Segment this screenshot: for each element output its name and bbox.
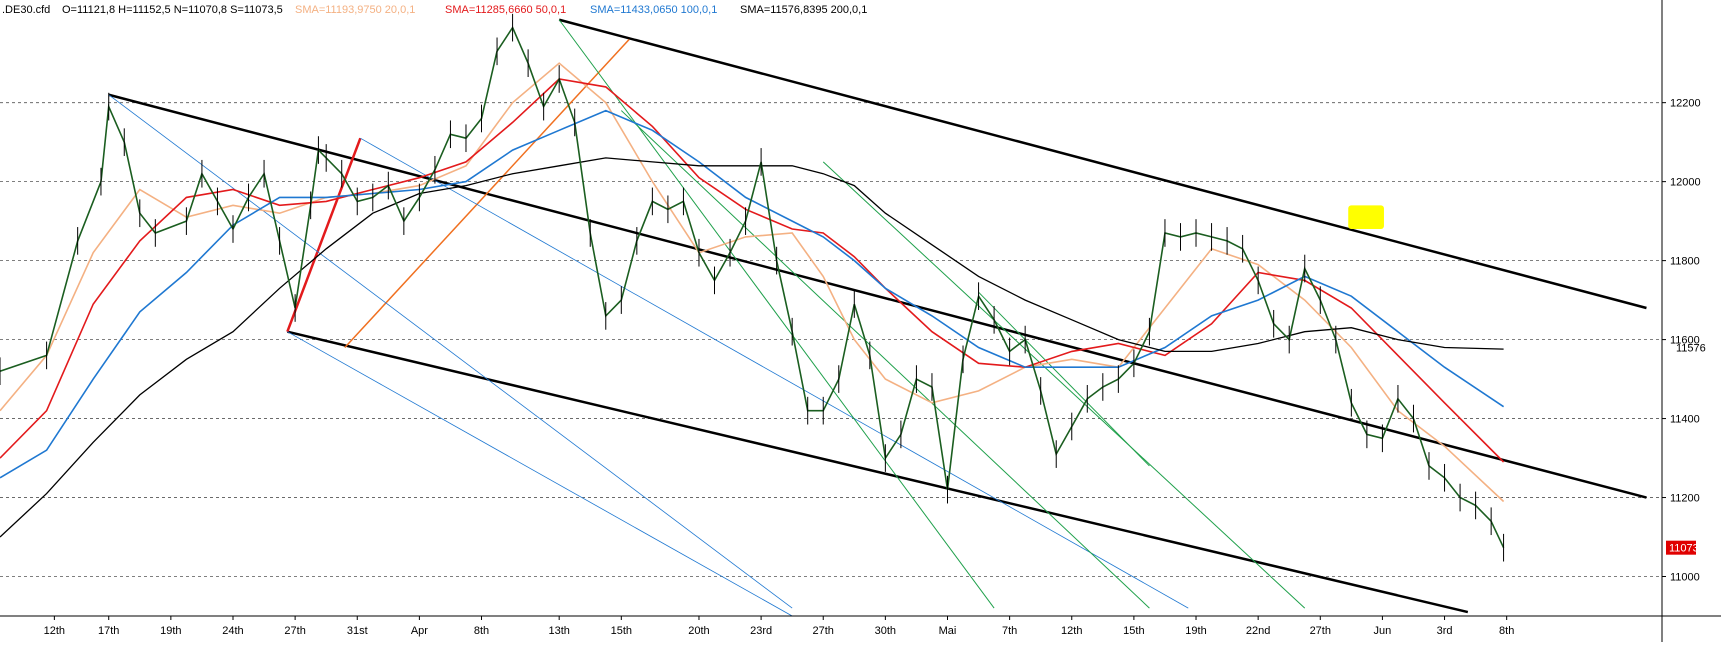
trendline-11 (978, 291, 1150, 467)
x-tick-label: 15th (1123, 625, 1144, 637)
x-tick-label: 17th (98, 625, 119, 637)
trendline-4 (344, 38, 630, 348)
x-tick-label: 13th (548, 625, 569, 637)
x-tick-label: Jun (1374, 625, 1392, 637)
y-tick-label: 12200 (1670, 98, 1701, 110)
last-price-label: 11073 (1669, 543, 1699, 555)
trendline-6 (287, 331, 793, 617)
trendline-10 (822, 161, 1306, 609)
legend: .DE30.cfd O=11121,8 H=11152,5 N=11070,8 S… (2, 4, 867, 16)
trendline-7 (360, 137, 1189, 609)
trendline-layer (108, 18, 1647, 617)
legend-item-2: SMA=11433,0650 100,0,1 (590, 4, 717, 16)
trendline-2 (287, 330, 1469, 614)
x-tick-label: 20th (688, 625, 709, 637)
trendline-8 (558, 19, 995, 609)
x-tick-label: 12th (1061, 625, 1082, 637)
x-tick-label: 8th (474, 625, 489, 637)
legend-item-0: SMA=11193,9750 20,0,1 (295, 4, 415, 16)
x-tick-label: 7th (1002, 625, 1017, 637)
sma-line-1 (0, 78, 1505, 463)
y-tick-label: 11800 (1670, 256, 1700, 268)
x-tick-label: 19th (160, 625, 181, 637)
x-tick-label: 27th (284, 625, 305, 637)
trendline-1 (558, 18, 1647, 310)
x-tick-label: 31st (347, 625, 368, 637)
x-tick-label: 27th (813, 625, 834, 637)
legend-ohlc: O=11121,8 H=11152,5 N=11070,8 S=11073,5 (62, 4, 283, 16)
highlight-marker (1348, 205, 1384, 230)
x-tick-label: 22nd (1246, 625, 1270, 637)
y-tick-label: 11000 (1670, 572, 1700, 584)
sma-line-0 (0, 62, 1505, 503)
trendline-5 (108, 94, 793, 609)
sma-layer (0, 62, 1505, 538)
x-tick-label: Apr (411, 625, 428, 637)
x-tick-label: 3rd (1437, 625, 1453, 637)
x-tick-label: 19th (1185, 625, 1206, 637)
grid-layer (0, 102, 1662, 577)
legend-item-1: SMA=11285,6660 50,0,1 (445, 4, 566, 16)
x-tick-label: 15th (611, 625, 632, 637)
x-tick-label: 30th (875, 625, 896, 637)
price-line (0, 25, 1505, 549)
x-tick-label: 8th (1499, 625, 1514, 637)
trendline-3 (286, 137, 362, 333)
y-tick-label: 11600 (1670, 335, 1700, 347)
x-tick-label: 12th (44, 625, 65, 637)
price-layer (0, 13, 1505, 562)
y-tick-label: 12000 (1670, 177, 1701, 189)
x-tick-label: Mai (939, 625, 957, 637)
last-price-box (1666, 540, 1696, 555)
y-tick-label: 11200 (1670, 493, 1700, 505)
x-tick-label: 23rd (750, 625, 772, 637)
y-tick-label: 11576 (1676, 342, 1706, 354)
trendline-9 (620, 110, 1150, 609)
x-tick-label: 24th (222, 625, 243, 637)
y-tick-label: 11400 (1670, 414, 1700, 426)
x-tick-label: 27th (1310, 625, 1331, 637)
trendline-0 (108, 93, 1647, 499)
legend-symbol: .DE30.cfd (2, 4, 50, 16)
legend-item-3: SMA=11576,8395 200,0,1 (740, 4, 867, 16)
sma-line-3 (0, 157, 1504, 538)
